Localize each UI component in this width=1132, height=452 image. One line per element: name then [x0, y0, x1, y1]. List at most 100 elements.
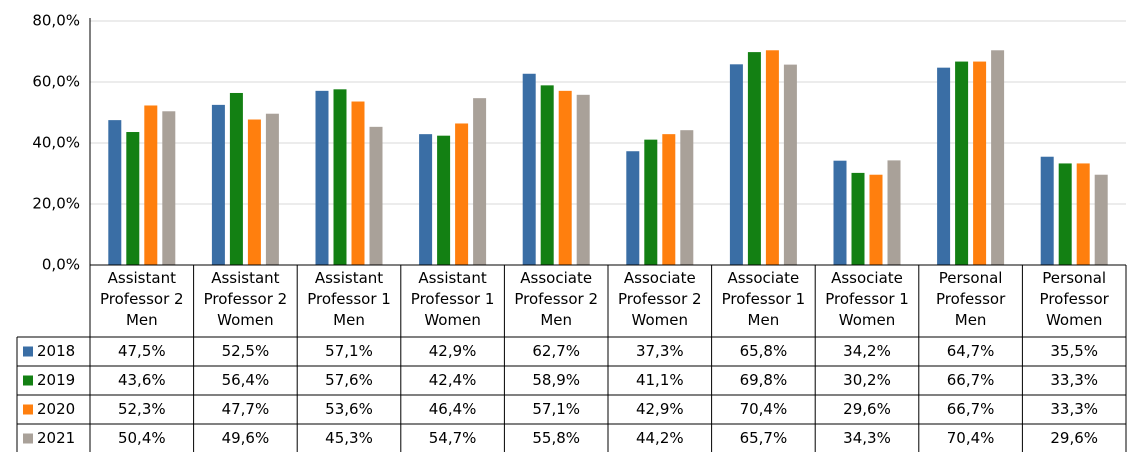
bar [626, 151, 640, 265]
table-cell: 56,4% [222, 371, 270, 389]
table-cell: 37,3% [636, 342, 684, 360]
bar [662, 134, 676, 265]
bar [851, 172, 865, 265]
table-cell: 57,6% [325, 371, 373, 389]
bar [833, 160, 847, 265]
bar [1040, 156, 1054, 265]
bar [765, 50, 779, 265]
table-cell: 46,4% [429, 400, 477, 418]
bar [333, 89, 347, 265]
table-cell: 45,3% [325, 429, 373, 447]
legend-label: 2020 [37, 400, 75, 418]
table-cell: 57,1% [532, 400, 580, 418]
y-tick-label: 40,0% [32, 134, 80, 152]
table-cell: 52,5% [222, 342, 270, 360]
table-cell: 43,6% [118, 371, 166, 389]
table-cell: 49,6% [222, 429, 270, 447]
table-cell: 62,7% [532, 342, 580, 360]
x-tick-label: Associate Professor 2 Men [514, 269, 598, 329]
bar [1076, 163, 1090, 265]
bar [644, 139, 658, 265]
bar [558, 90, 572, 265]
y-tick-label: 0,0% [42, 256, 80, 274]
legend-swatch [23, 375, 33, 386]
legend-label: 2021 [37, 429, 75, 447]
bar [783, 64, 797, 266]
legend-swatch [23, 404, 33, 415]
table-cell: 52,3% [118, 400, 166, 418]
bar [126, 132, 140, 265]
table-cell: 65,8% [740, 342, 788, 360]
bar [229, 92, 243, 265]
bar [540, 85, 554, 265]
bar [869, 174, 883, 265]
table-cell: 44,2% [636, 429, 684, 447]
bar [108, 120, 122, 265]
table-cell: 64,7% [947, 342, 995, 360]
table-cell: 34,2% [843, 342, 891, 360]
legend-label: 2018 [37, 342, 75, 360]
bar [729, 64, 743, 265]
table-cell: 47,5% [118, 342, 166, 360]
x-tick-label: Associate Professor 2 Women [618, 269, 702, 329]
table-cell: 29,6% [1050, 429, 1098, 447]
bar [437, 135, 451, 265]
table-cell: 33,3% [1050, 400, 1098, 418]
table-cell: 41,1% [636, 371, 684, 389]
table-cell: 70,4% [740, 400, 788, 418]
x-tick-label: Assistant Professor 1 Women [410, 269, 495, 329]
bar [937, 67, 951, 265]
bar [991, 50, 1005, 265]
bar [265, 113, 279, 265]
bar [419, 134, 433, 265]
bar [955, 61, 969, 265]
table-cell: 58,9% [532, 371, 580, 389]
x-tick-label: Associate Professor 1 Men [721, 269, 806, 329]
x-tick-label: Associate Professor 1 Women [825, 269, 909, 329]
bar [1058, 163, 1072, 265]
x-tick-label: Personal Professor Women [1039, 269, 1109, 329]
bar [144, 105, 158, 265]
legend-label: 2019 [37, 371, 75, 389]
bar [680, 130, 694, 265]
table-cell: 50,4% [118, 429, 166, 447]
table-cell: 34,3% [843, 429, 891, 447]
bar [211, 104, 225, 265]
x-tick-label: Assistant Professor 1 Men [307, 269, 391, 329]
bar [455, 123, 469, 265]
table-cell: 42,9% [636, 400, 684, 418]
y-tick-label: 60,0% [32, 73, 80, 91]
x-tick-label: Assistant Professor 2 Women [203, 269, 288, 329]
table-cell: 42,4% [429, 371, 477, 389]
table-cell: 66,7% [947, 371, 995, 389]
table-cell: 70,4% [947, 429, 995, 447]
table-cell: 66,7% [947, 400, 995, 418]
y-tick-label: 20,0% [32, 195, 80, 213]
bar [162, 111, 176, 265]
table-cell: 42,9% [429, 342, 477, 360]
table-cell: 53,6% [325, 400, 373, 418]
bar [315, 90, 329, 265]
table-cell: 65,7% [740, 429, 788, 447]
bar [473, 98, 487, 265]
bar [887, 160, 901, 265]
table-cell: 54,7% [429, 429, 477, 447]
legend-swatch [23, 346, 33, 357]
table-cell: 30,2% [843, 371, 891, 389]
bar [247, 119, 261, 265]
bar [576, 94, 590, 265]
table-cell: 47,7% [222, 400, 270, 418]
table-cell: 35,5% [1050, 342, 1098, 360]
y-tick-label: 80,0% [32, 12, 80, 30]
table-cell: 29,6% [843, 400, 891, 418]
bar [747, 52, 761, 265]
table-cell: 57,1% [325, 342, 373, 360]
bar [973, 61, 987, 265]
table-cell: 55,8% [532, 429, 580, 447]
table-cell: 33,3% [1050, 371, 1098, 389]
x-tick-label: Personal Professor Men [935, 269, 1006, 329]
bar [369, 126, 383, 266]
bar [1094, 174, 1108, 265]
